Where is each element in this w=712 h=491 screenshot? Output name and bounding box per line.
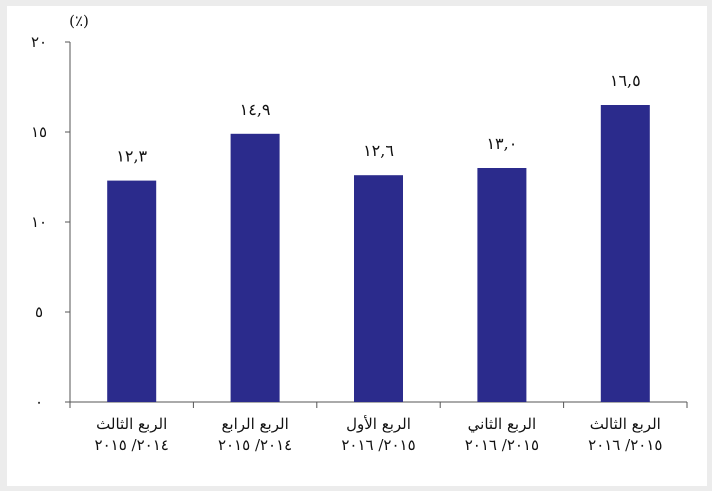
y-axis: ٠ ٥ ١٠ ١٥ ٢٠ xyxy=(31,33,71,411)
x-tick-label: الربع الأول xyxy=(346,415,411,433)
x-tick-label: الربع الثالث xyxy=(96,415,167,433)
bar xyxy=(354,175,403,402)
x-tick-label: الربع الثاني xyxy=(468,415,536,433)
x-tick-label: ٢٠١٥/ ٢٠١٦ xyxy=(465,436,539,454)
x-tick-label: الربع الثالث xyxy=(590,415,661,433)
y-tick-label: ٢٠ xyxy=(31,33,47,51)
y-tick-label: ١٥ xyxy=(31,123,47,141)
x-tick-label: الربع الرابع xyxy=(221,415,288,433)
x-tick-label: ٢٠١٤/ ٢٠١٥ xyxy=(95,436,169,454)
data-label: ١٣,٠ xyxy=(486,134,517,153)
bar xyxy=(477,168,527,402)
bar xyxy=(600,105,650,402)
x-tick-label: ٢٠١٥/ ٢٠١٦ xyxy=(341,436,415,454)
y-tick-label: ٠ xyxy=(35,393,43,411)
data-label: ١٦,٥ xyxy=(610,71,641,90)
data-label: ١٢,٦ xyxy=(363,141,394,160)
y-tick-label: ١٠ xyxy=(31,213,47,231)
data-label: ١٤,٩ xyxy=(240,100,271,119)
x-tick-label: ٢٠١٤/ ٢٠١٥ xyxy=(218,436,292,454)
bar xyxy=(230,133,280,403)
chart-container: (٪) ٠ ٥ ١٠ ١٥ ٢٠ الربع الثالث ٢٠١٤/ ٢٠١٥ الربع… xyxy=(7,6,707,486)
bar xyxy=(107,180,157,402)
x-tick-label: ٢٠١٥/ ٢٠١٦ xyxy=(588,436,662,454)
unit-label: (٪) xyxy=(69,12,89,30)
y-tick-label: ٥ xyxy=(35,303,43,321)
x-axis: الربع الثالث ٢٠١٤/ ٢٠١٥ الربع الرابع ٢٠١٤/ … xyxy=(69,401,688,454)
bars: ١٢,٣ ١٤,٩ ١٢,٦ ١٣,٠ ١٦,٥ xyxy=(107,71,650,403)
data-label: ١٢,٣ xyxy=(116,147,147,166)
